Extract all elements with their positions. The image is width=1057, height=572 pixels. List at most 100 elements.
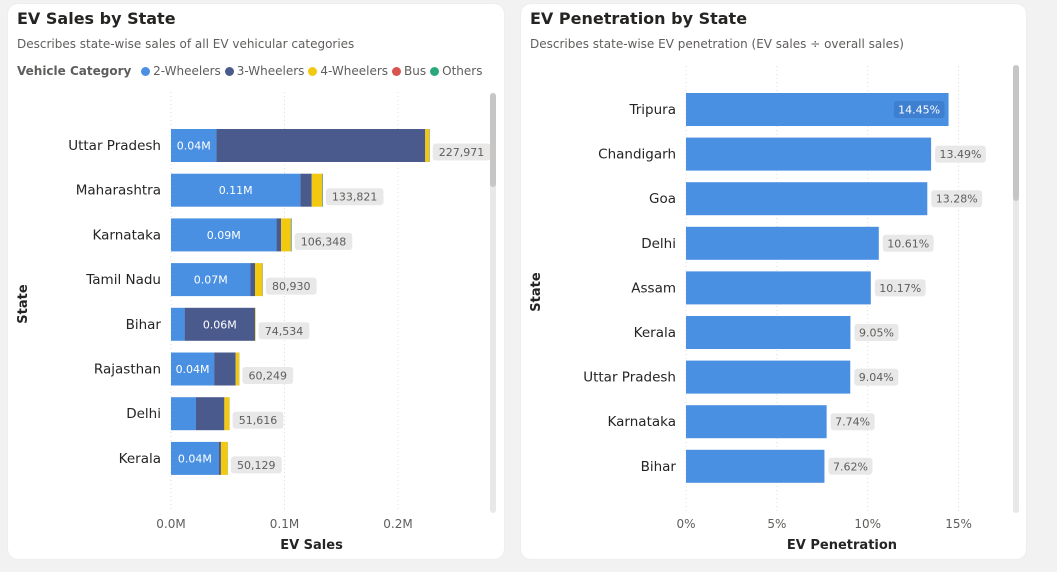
y-category-label: Goa (649, 191, 676, 207)
y-category-label: Bihar (126, 317, 162, 333)
scrollbar-thumb[interactable] (1013, 65, 1019, 201)
bar (686, 360, 851, 394)
legend-title: Vehicle Category (17, 64, 132, 78)
total-label-bg (432, 143, 491, 161)
chart-title: EV Sales by State (17, 9, 176, 28)
bar-segment-4-wheelers (220, 441, 228, 475)
data-label: 10.17% (879, 282, 921, 295)
bar-segment-2-wheelers (171, 307, 185, 341)
total-label: 133,821 (332, 191, 378, 204)
legend-label: Others (442, 64, 483, 78)
y-category-label: Delhi (641, 236, 676, 252)
y-category-label: Delhi (126, 406, 161, 422)
bar (686, 182, 928, 216)
legend-item-3-wheelers[interactable]: 3-Wheelers (224, 64, 305, 78)
bar-segment-4-wheelers (224, 397, 230, 431)
bar (686, 316, 851, 349)
bar-segment-2-wheelers (171, 352, 215, 386)
vertical-scrollbar[interactable] (490, 93, 496, 513)
bar-segment-3-wheelers (214, 352, 236, 386)
ev-sales-card: EV Sales by State Describes state-wise s… (8, 4, 504, 559)
data-label: 0.04M (178, 452, 212, 465)
legend-marker (308, 67, 318, 76)
bar-segment-4-wheelers (281, 218, 291, 252)
x-tick-label: 0% (676, 517, 695, 531)
data-label: 0.06M (203, 318, 237, 331)
y-axis-title: State (16, 284, 31, 324)
legend-item-others[interactable]: Others (430, 64, 482, 78)
y-category-label: Maharashtra (76, 183, 161, 199)
data-label-bg (874, 279, 926, 297)
scrollbar-thumb[interactable] (490, 93, 496, 187)
x-tick-label: 0.0M (156, 517, 185, 531)
data-label: 0.11M (219, 184, 253, 197)
bar-segment-3-wheelers (195, 397, 225, 431)
data-label: 14.45% (898, 104, 940, 117)
bar-segment-3-wheelers (218, 441, 221, 475)
legend-marker (392, 67, 402, 76)
total-label-bg (265, 277, 317, 295)
data-label: 7.74% (835, 416, 870, 429)
x-axis-title: EV Penetration (787, 538, 897, 553)
total-label-bg (232, 411, 284, 429)
data-label: 13.49% (940, 148, 982, 161)
bar-segment-4-wheelers (311, 173, 322, 207)
y-category-label: Rajasthan (94, 362, 161, 378)
data-label-bg (893, 101, 945, 118)
legend-item-bus[interactable]: Bus (392, 64, 426, 78)
ev-sales-chart: 0.0M 0.1M 0.2M EV Sales State Uttar Pradesh 0.… (16, 92, 491, 553)
bar-segment-others (322, 173, 323, 207)
bar-segment-2-wheelers (171, 263, 251, 297)
ev-penetration-card: EV Penetration by State Describes state-… (521, 4, 1026, 559)
data-label: 10.61% (887, 237, 929, 250)
y-category-label: Karnataka (93, 227, 161, 243)
bar (686, 449, 825, 483)
total-label-bg (325, 188, 384, 206)
legend-marker (430, 67, 440, 76)
y-category-label: Karnataka (608, 414, 676, 430)
total-label: 74,534 (265, 325, 304, 338)
x-tick-label: 15% (945, 517, 972, 531)
legend-marker (224, 67, 234, 76)
bar-segment-2-wheelers (171, 129, 217, 162)
total-label: 51,616 (239, 414, 278, 427)
legend-item-4-wheelers[interactable]: 4-Wheelers (308, 64, 388, 78)
bar-segment-others (291, 218, 292, 252)
legend-label: 4-Wheelers (320, 64, 389, 78)
x-axis-title: EV Sales (280, 538, 343, 553)
data-label: 7.62% (833, 460, 868, 473)
x-tick-label: 0.1M (270, 517, 299, 531)
total-label-bg (258, 322, 310, 340)
total-label: 80,930 (272, 280, 311, 293)
legend: Vehicle Category 2-Wheelers 3-Wheelers 4-W… (17, 64, 486, 78)
bar-segment-4-wheelers (425, 129, 430, 162)
data-label-bg (935, 145, 986, 163)
chart-subtitle: Describes state-wise EV penetration (EV … (530, 37, 904, 51)
bar-segment-3-wheelers (216, 129, 426, 162)
data-label: 13.28% (936, 193, 978, 206)
bar (686, 137, 932, 171)
y-category-label: Tamil Nadu (85, 272, 161, 288)
bar (686, 226, 879, 260)
data-label-bg (828, 457, 873, 475)
vertical-scrollbar[interactable] (1013, 65, 1019, 513)
data-label: 0.04M (177, 140, 211, 153)
y-category-label: Chandigarh (598, 147, 676, 163)
bar-segment-3-wheelers (250, 263, 255, 297)
data-label-bg (854, 368, 899, 386)
data-label-bg (854, 324, 899, 341)
y-category-label: Kerala (119, 451, 161, 467)
total-label: 106,348 (301, 235, 347, 248)
bar-segment-3-wheelers (276, 218, 282, 252)
total-label: 227,971 (439, 146, 485, 159)
bar-segment-2-wheelers (171, 397, 196, 431)
bar-segment-4-wheelers (254, 307, 256, 341)
data-label: 9.04% (859, 371, 894, 384)
data-label-bg (882, 234, 934, 252)
legend-item-2-wheelers[interactable]: 2-Wheelers (141, 64, 221, 78)
legend-label: Bus (404, 64, 427, 78)
y-category-label: Assam (631, 280, 676, 296)
bar (686, 405, 827, 439)
total-label: 60,249 (249, 370, 288, 383)
legend-label: 3-Wheelers (236, 64, 305, 78)
